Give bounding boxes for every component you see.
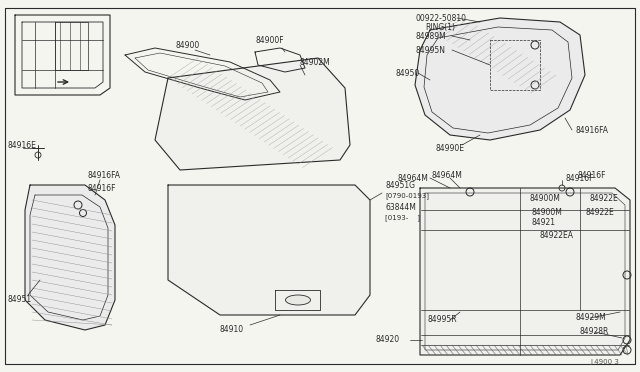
Text: 84964M: 84964M [398, 173, 429, 183]
Text: 84922E: 84922E [590, 193, 619, 202]
Text: 84921: 84921 [532, 218, 556, 227]
Text: 84900: 84900 [175, 41, 199, 49]
Text: 84900F: 84900F [255, 35, 284, 45]
Polygon shape [420, 188, 630, 355]
Text: 84910: 84910 [220, 326, 244, 334]
Text: [0193-    ]: [0193- ] [385, 215, 420, 221]
Text: 84990E: 84990E [435, 144, 464, 153]
Text: J 4900 3: J 4900 3 [590, 359, 619, 365]
Polygon shape [155, 58, 350, 170]
Text: 84995N: 84995N [415, 45, 445, 55]
Text: 84916F: 84916F [565, 173, 593, 183]
Text: 84916E: 84916E [8, 141, 37, 150]
Text: 84916F: 84916F [88, 183, 116, 192]
Polygon shape [415, 18, 585, 140]
Text: 84950: 84950 [395, 68, 419, 77]
Text: 84922E: 84922E [585, 208, 614, 217]
Text: RING(1): RING(1) [425, 22, 455, 32]
Text: 84900M: 84900M [532, 208, 563, 217]
Text: 84951G: 84951G [385, 180, 415, 189]
Text: 84900M: 84900M [530, 193, 561, 202]
Text: 84929M: 84929M [575, 314, 605, 323]
Text: 84916F: 84916F [578, 170, 607, 180]
Ellipse shape [285, 295, 310, 305]
Text: 84964M: 84964M [432, 170, 463, 180]
Text: 84916FA: 84916FA [575, 125, 608, 135]
Text: 84951: 84951 [8, 295, 32, 305]
Text: 84922EA: 84922EA [540, 231, 574, 240]
Text: 84995R: 84995R [428, 315, 458, 324]
Text: 84920: 84920 [375, 336, 399, 344]
Text: 84989M: 84989M [415, 32, 445, 41]
Text: 84902M: 84902M [300, 58, 331, 67]
Polygon shape [168, 185, 370, 315]
Polygon shape [25, 185, 115, 330]
Text: 63844M: 63844M [385, 202, 416, 212]
Text: 00922-50810: 00922-50810 [415, 13, 466, 22]
Text: 84928R: 84928R [580, 327, 609, 337]
Text: [0790-0193]: [0790-0193] [385, 193, 429, 199]
Text: 84916FA: 84916FA [88, 170, 121, 180]
